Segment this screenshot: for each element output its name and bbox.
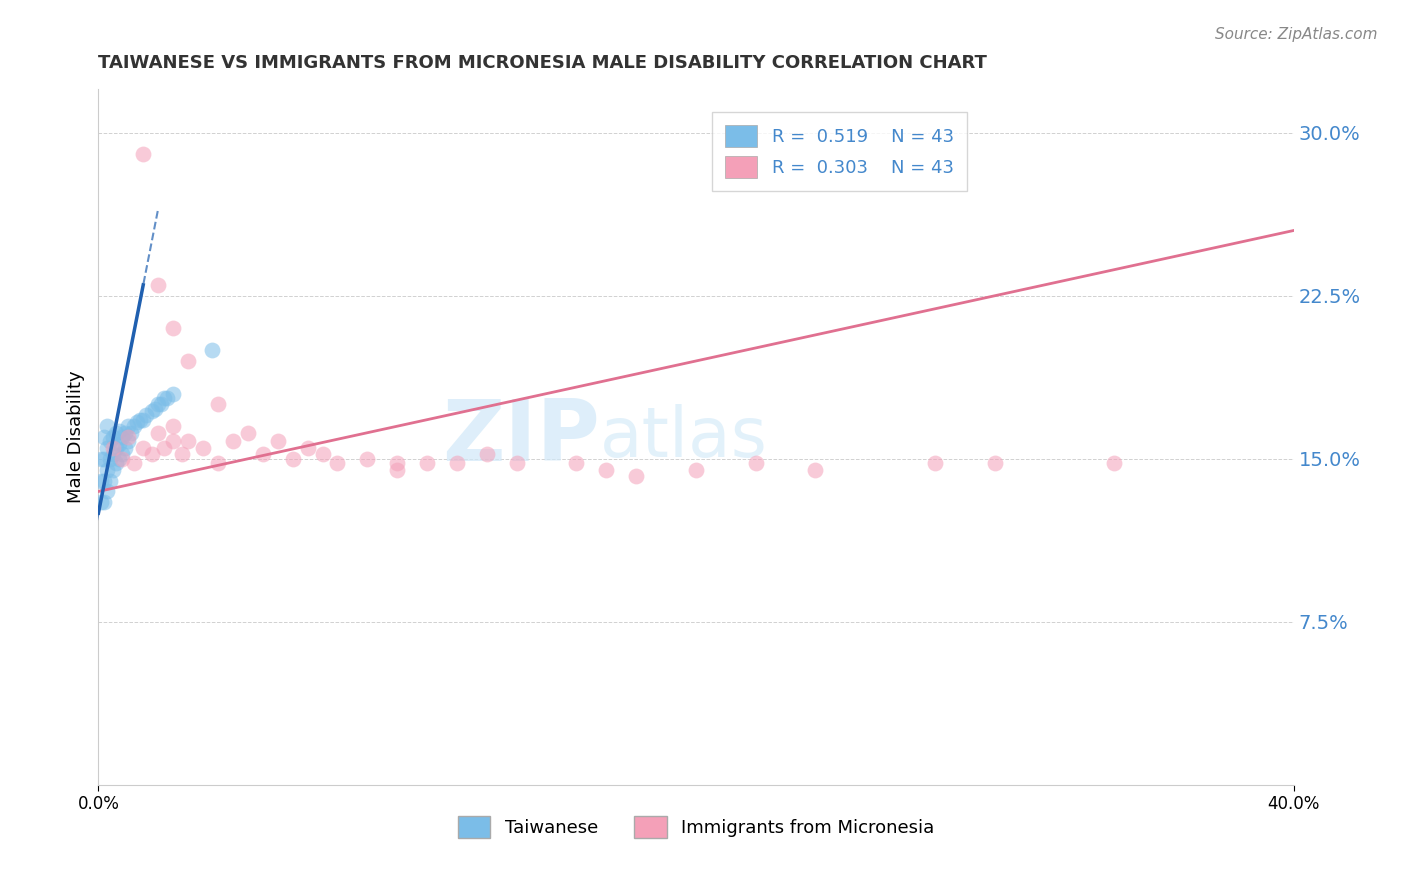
Point xyxy=(96,484,118,499)
Point xyxy=(172,447,194,462)
Point xyxy=(96,441,118,455)
Point xyxy=(132,412,155,426)
Point xyxy=(111,430,134,444)
Point xyxy=(385,463,409,477)
Point xyxy=(356,451,378,466)
Point xyxy=(446,456,468,470)
Point xyxy=(114,425,136,440)
Point xyxy=(98,474,122,488)
Point xyxy=(745,456,768,470)
Text: atlas: atlas xyxy=(600,403,768,471)
Point xyxy=(93,495,115,509)
Point xyxy=(141,447,163,462)
Point xyxy=(114,441,136,455)
Point xyxy=(93,451,115,466)
Point xyxy=(111,451,134,466)
Point xyxy=(207,456,229,470)
Legend: Taiwanese, Immigrants from Micronesia: Taiwanese, Immigrants from Micronesia xyxy=(450,809,942,846)
Point xyxy=(93,474,115,488)
Point xyxy=(108,436,131,450)
Point xyxy=(162,321,184,335)
Point xyxy=(191,441,214,455)
Point xyxy=(153,391,176,405)
Point xyxy=(236,425,259,440)
Point xyxy=(565,456,588,470)
Point xyxy=(103,430,125,444)
Point xyxy=(162,386,184,401)
Point xyxy=(177,354,200,368)
Point xyxy=(281,451,304,466)
Point xyxy=(207,397,229,411)
Text: ZIP: ZIP xyxy=(443,395,600,479)
Point xyxy=(103,447,125,462)
Point xyxy=(153,441,176,455)
Point xyxy=(120,425,142,440)
Point xyxy=(148,425,170,440)
Point xyxy=(626,469,648,483)
Point xyxy=(416,456,439,470)
Point xyxy=(326,456,349,470)
Point xyxy=(103,441,125,455)
Point xyxy=(297,441,319,455)
Text: Source: ZipAtlas.com: Source: ZipAtlas.com xyxy=(1215,27,1378,42)
Point xyxy=(90,495,112,509)
Point xyxy=(117,419,139,434)
Point xyxy=(117,430,139,444)
Y-axis label: Male Disability: Male Disability xyxy=(66,371,84,503)
Point xyxy=(685,463,707,477)
Point xyxy=(124,419,146,434)
Point xyxy=(201,343,224,357)
Point xyxy=(127,415,149,429)
Point xyxy=(132,147,155,161)
Point xyxy=(984,456,1007,470)
Point xyxy=(93,430,115,444)
Point xyxy=(129,412,152,426)
Point xyxy=(162,434,184,449)
Point xyxy=(506,456,529,470)
Point xyxy=(222,434,245,449)
Point xyxy=(385,456,409,470)
Point xyxy=(103,463,125,477)
Point xyxy=(90,451,112,466)
Point xyxy=(105,425,128,440)
Point xyxy=(124,456,146,470)
Point xyxy=(135,409,157,423)
Point xyxy=(924,456,946,470)
Point xyxy=(141,404,163,418)
Point xyxy=(98,434,122,449)
Point xyxy=(1104,456,1126,470)
Point xyxy=(162,419,184,434)
Point xyxy=(148,397,170,411)
Point xyxy=(117,434,139,449)
Text: TAIWANESE VS IMMIGRANTS FROM MICRONESIA MALE DISABILITY CORRELATION CHART: TAIWANESE VS IMMIGRANTS FROM MICRONESIA … xyxy=(98,54,987,72)
Point xyxy=(143,401,166,416)
Point xyxy=(267,434,290,449)
Point xyxy=(252,447,274,462)
Point xyxy=(132,441,155,455)
Point xyxy=(150,397,173,411)
Point xyxy=(148,277,170,292)
Point xyxy=(108,451,131,466)
Point xyxy=(90,474,112,488)
Point xyxy=(96,419,118,434)
Point xyxy=(105,456,128,470)
Point xyxy=(311,447,333,462)
Point xyxy=(475,447,498,462)
Point xyxy=(108,424,131,438)
Point xyxy=(96,463,118,477)
Point xyxy=(804,463,827,477)
Point xyxy=(156,391,179,405)
Point xyxy=(98,451,122,466)
Point xyxy=(105,441,128,455)
Point xyxy=(111,447,134,462)
Point xyxy=(177,434,200,449)
Point xyxy=(595,463,617,477)
